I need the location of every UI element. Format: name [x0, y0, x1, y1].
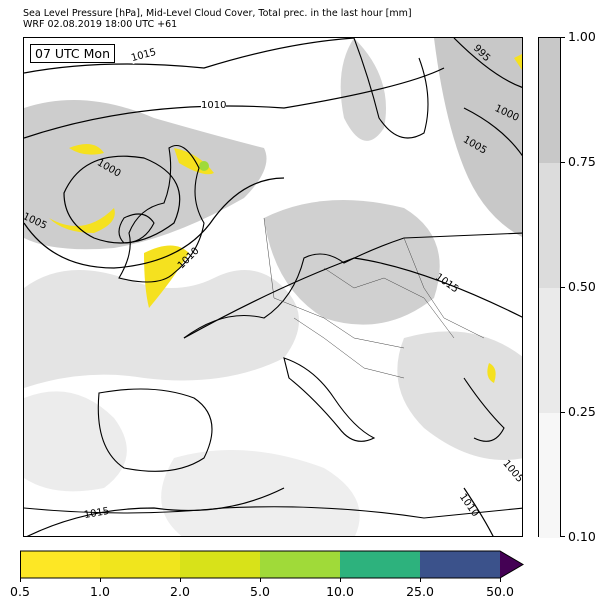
isobars — [24, 38, 522, 536]
colorbar-label: 5.0 — [250, 584, 270, 599]
cloud-cover-band — [539, 413, 560, 538]
colorbar-tick — [180, 578, 181, 582]
colorbar-tick — [260, 578, 261, 582]
colorbar-label: 0.25 — [568, 404, 596, 419]
colorbar-label: 0.10 — [568, 529, 596, 544]
colorbar-tick — [561, 412, 565, 413]
colorbar-label: 0.5 — [10, 584, 30, 599]
colorbar-tick — [561, 37, 565, 38]
colorbar-label: 2.0 — [170, 584, 190, 599]
colorbar-tick — [561, 287, 565, 288]
precip-band — [420, 551, 500, 578]
isobar-label: 1010 — [201, 100, 227, 111]
cloud-cover-band — [539, 288, 560, 413]
colorbar-tick — [20, 578, 21, 582]
title-line-2: WRF 02.08.2019 18:00 UTC +61 — [23, 19, 178, 30]
colorbar-extend-arrow — [500, 551, 523, 578]
country-borders — [263, 217, 485, 379]
precip-band — [180, 551, 260, 578]
colorbar-tick — [561, 162, 565, 163]
title-line-1: Sea Level Pressure [hPa], Mid-Level Clou… — [23, 8, 412, 19]
colorbar-tick — [561, 536, 565, 537]
colorbar-tick — [100, 578, 101, 582]
colorbar-tick — [420, 578, 421, 582]
cloud-cover-band — [539, 163, 560, 288]
map-canvas — [24, 38, 522, 536]
precip-band — [20, 551, 100, 578]
cloud-cover-band — [539, 38, 560, 163]
colorbar-label: 0.50 — [568, 279, 596, 294]
figure-title: Sea Level Pressure [hPa], Mid-Level Clou… — [23, 8, 412, 30]
cloud-cover-layer — [24, 38, 522, 536]
precip-band — [260, 551, 340, 578]
precip-band — [340, 551, 420, 578]
valid-time-label: 07 UTC Mon — [30, 44, 115, 63]
colorbar-label: 10.0 — [326, 584, 354, 599]
cloud-cover-colorbar — [538, 37, 561, 538]
precip-peak — [199, 161, 209, 171]
map-panel: 1015 1010 1000 1005 1010 1015 995 1000 1… — [23, 37, 523, 537]
colorbar-label: 25.0 — [406, 584, 434, 599]
precip-band — [100, 551, 180, 578]
colorbar-tick — [340, 578, 341, 582]
colorbar-label: 0.75 — [568, 154, 596, 169]
colorbar-label: 1.00 — [568, 29, 596, 44]
colorbar-tick — [500, 578, 501, 582]
precipitation-colorbar — [20, 550, 524, 579]
colorbar-label: 50.0 — [486, 584, 514, 599]
colorbar-label: 1.0 — [90, 584, 110, 599]
